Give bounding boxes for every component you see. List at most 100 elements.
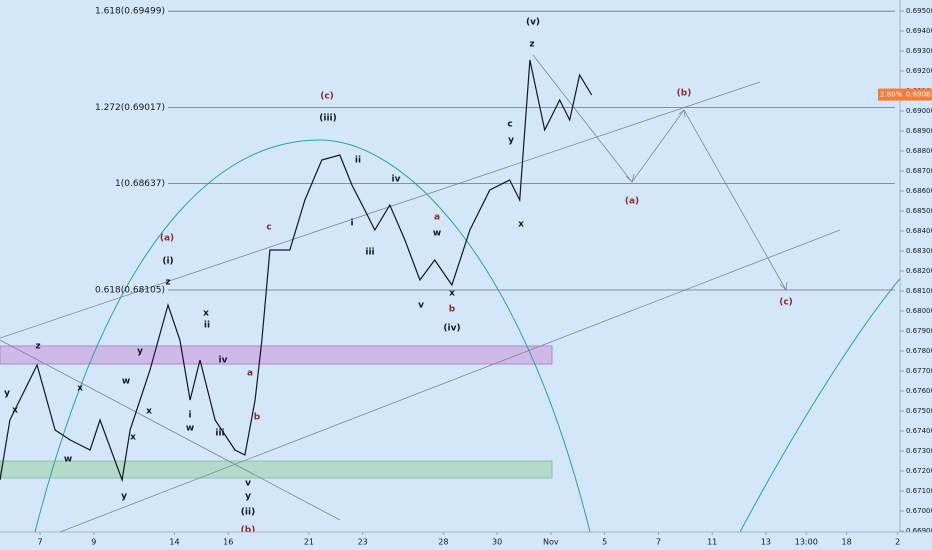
wave-label: y xyxy=(508,136,514,146)
last-price-label: 0.69082 xyxy=(906,91,932,99)
x-tick-label: 9 xyxy=(91,538,96,547)
wave-label: v xyxy=(418,301,424,311)
wave-label: w xyxy=(186,424,194,434)
wave-label: w xyxy=(64,455,72,465)
wave-label: (v) xyxy=(526,18,540,28)
wave-label: a xyxy=(247,369,253,379)
wave-label: y xyxy=(4,389,10,399)
wave-label: z xyxy=(529,40,534,50)
wave-label: ii xyxy=(204,321,210,331)
wave-label: (b) xyxy=(241,526,256,536)
change-label: 2.80% xyxy=(880,91,903,99)
fib-label: 1.272(0.69017) xyxy=(95,103,165,113)
x-tick-label: 16 xyxy=(223,538,233,547)
x-tick-label: 13:00 xyxy=(795,538,818,547)
wave-label: (c) xyxy=(320,92,334,102)
wave-label: (c) xyxy=(779,298,793,308)
wave-label: i xyxy=(350,219,353,229)
wave-label: (iii) xyxy=(319,114,336,124)
cycle-curve xyxy=(34,139,591,533)
wave-label: b xyxy=(449,305,456,315)
wave-label: y xyxy=(137,347,143,357)
price-badge xyxy=(878,88,932,101)
fib-label: 0.618(0.68105) xyxy=(95,286,165,296)
wave-label: y xyxy=(121,492,127,502)
wave-label: c xyxy=(266,223,271,233)
x-tick-label: 21 xyxy=(304,538,314,547)
wave-label: z xyxy=(165,278,170,288)
x-tick-label: 7 xyxy=(656,538,661,547)
fib-label: 1.618(0.69499) xyxy=(95,7,165,17)
x-tick-label: 2 xyxy=(895,538,900,547)
wave-label: y xyxy=(245,492,251,502)
wave-label: b xyxy=(254,413,261,423)
x-tick-label: 11 xyxy=(707,538,717,547)
x-tick-label: 18 xyxy=(842,538,852,547)
wave-label: (iv) xyxy=(443,324,460,334)
fib-label: 1(0.68637) xyxy=(115,179,165,189)
wave-label: x xyxy=(449,289,455,299)
wave-label: w xyxy=(433,229,441,239)
wave-label: i xyxy=(188,411,191,421)
wave-label: x xyxy=(130,433,136,443)
wave-label: x xyxy=(77,384,83,394)
wave-label: (a) xyxy=(160,234,174,244)
trend-line xyxy=(59,229,841,533)
wave-label: x xyxy=(146,407,152,417)
wave-label: x xyxy=(203,309,209,319)
x-tick-label: 28 xyxy=(438,538,448,547)
wave-label: x xyxy=(12,406,18,416)
demand-zone xyxy=(0,460,553,479)
x-tick-label: 13 xyxy=(761,538,771,547)
wave-label: iv xyxy=(392,175,401,185)
y-tick-label: 0.69500 xyxy=(906,7,932,15)
trend-line xyxy=(0,81,761,339)
x-tick-label: 7 xyxy=(38,538,43,547)
wave-label: iii xyxy=(365,248,374,258)
time-axis xyxy=(0,532,932,550)
wave-label: (i) xyxy=(162,257,173,267)
x-tick-label: Nov xyxy=(543,538,559,547)
projection xyxy=(532,54,787,291)
price-line xyxy=(0,59,593,483)
wave-label: z xyxy=(35,342,40,352)
wave-label: iv xyxy=(219,356,228,366)
wave-label: c xyxy=(507,120,512,130)
x-tick-label: 5 xyxy=(602,538,607,547)
wave-label: w xyxy=(122,377,130,387)
wave-label: x xyxy=(518,220,524,230)
wave-label: (b) xyxy=(677,89,692,99)
wave-label: a xyxy=(434,213,440,223)
x-tick-label: 23 xyxy=(358,538,368,547)
wave-label: iii xyxy=(215,429,224,439)
x-tick-label: 30 xyxy=(492,538,502,547)
wave-label: (ii) xyxy=(241,508,255,518)
x-tick-label: 14 xyxy=(169,538,179,547)
